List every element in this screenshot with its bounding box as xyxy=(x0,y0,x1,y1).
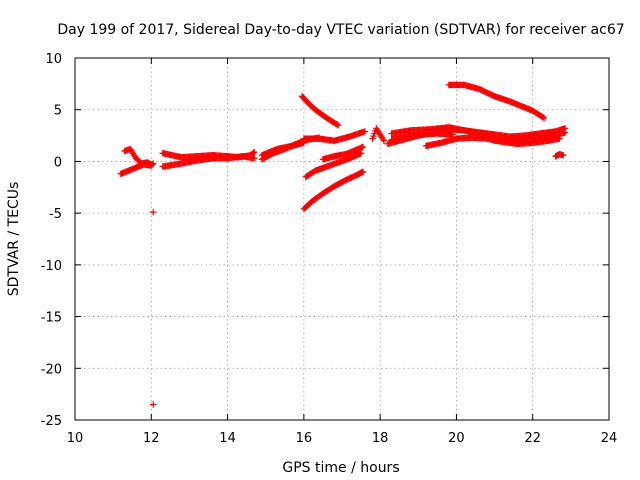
data-point xyxy=(561,129,569,136)
x-axis-label: GPS time / hours xyxy=(282,460,399,476)
outlier-point xyxy=(149,401,157,408)
data-point xyxy=(251,155,258,162)
data-point xyxy=(251,148,258,156)
data-point xyxy=(359,143,367,151)
x-tick-label: 16 xyxy=(296,431,313,446)
data-points xyxy=(117,81,569,408)
x-tick-label: 24 xyxy=(601,431,618,446)
x-tick-label: 20 xyxy=(448,431,465,446)
y-tick-label: -5 xyxy=(49,207,62,222)
y-tick-label: 0 xyxy=(54,155,62,170)
x-tick-labels: 10 12 14 16 18 20 22 24 xyxy=(67,431,618,446)
outlier-point xyxy=(149,208,157,216)
data-point xyxy=(361,128,369,135)
data-point xyxy=(449,131,456,138)
data-point xyxy=(334,122,342,129)
y-axis-label: SDTVAR / TECUs xyxy=(6,182,22,297)
y-tick-label: -15 xyxy=(41,311,62,326)
data-point xyxy=(560,152,567,159)
y-tick-label: -20 xyxy=(41,362,62,377)
x-tick-label: 12 xyxy=(143,431,160,446)
chart-title: Day 199 of 2017, Sidereal Day-to-day VTE… xyxy=(57,22,624,38)
y-tick-labels: 10 5 0 -5 -10 -15 -20 -25 xyxy=(41,52,62,429)
data-point xyxy=(148,161,155,168)
x-tick-label: 18 xyxy=(372,431,389,446)
x-tick-label: 22 xyxy=(524,431,541,446)
data-point xyxy=(359,168,367,175)
data-point xyxy=(380,137,388,144)
axis-ticks xyxy=(74,57,610,421)
data-point xyxy=(539,114,547,121)
data-point xyxy=(540,114,548,122)
x-tick-label: 14 xyxy=(219,431,236,446)
y-tick-label: 5 xyxy=(54,104,62,119)
plot-frame xyxy=(74,57,610,421)
y-tick-label: -25 xyxy=(41,414,62,429)
y-tick-label: -10 xyxy=(41,259,62,274)
x-tick-label: 10 xyxy=(67,431,84,446)
y-tick-label: 10 xyxy=(45,52,62,67)
data-point xyxy=(333,121,341,128)
